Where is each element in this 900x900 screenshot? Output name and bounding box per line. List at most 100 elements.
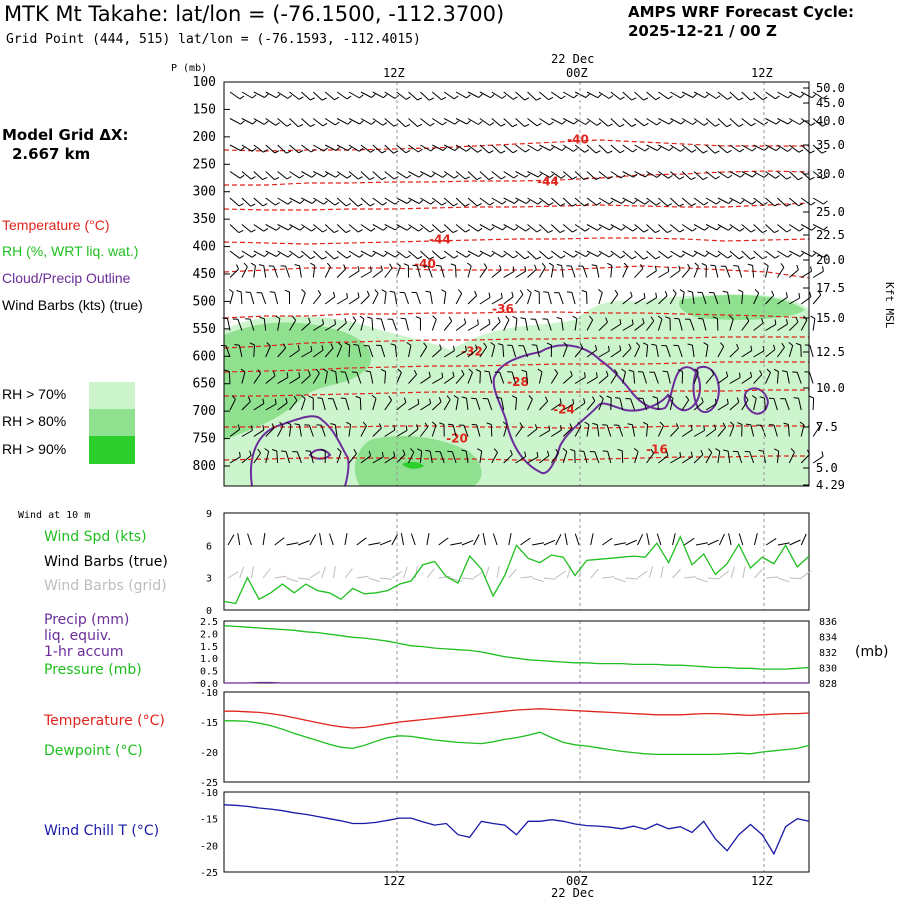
wind-barb	[420, 426, 429, 437]
surface-wind-barb	[319, 533, 323, 546]
wind-barb	[765, 323, 777, 331]
surface-wind-barb-grid	[250, 566, 254, 579]
pressure-tick: 750	[193, 432, 216, 447]
wind-barb-feather	[262, 398, 265, 404]
wind-barb	[729, 118, 740, 127]
surface-wind-barb	[695, 542, 708, 546]
wind-barb	[324, 296, 336, 305]
wind-barb	[301, 171, 313, 178]
wind-barb-feather	[762, 256, 768, 260]
surface-wind-barb-grid	[380, 577, 393, 580]
wind-barb	[253, 91, 265, 98]
wind-barb-feather	[549, 173, 555, 178]
wind-barb-feather	[621, 368, 626, 373]
wind-barb-feather	[501, 200, 507, 205]
wind-barb	[241, 371, 246, 384]
bottom-time-label-3: 12Z	[751, 874, 773, 888]
wind-barb-feather	[370, 266, 372, 272]
wind-barb	[657, 425, 664, 437]
wind-barb-feather	[417, 256, 423, 260]
wind-barb	[765, 118, 777, 125]
wind-barb-feather	[656, 173, 662, 178]
wind-barb-feather	[271, 449, 277, 452]
wind-barb-feather	[702, 150, 708, 154]
wind-barb-feather	[816, 422, 821, 427]
wind-barb	[384, 371, 387, 384]
wind-barb-feather	[347, 146, 352, 151]
wind-barb-feather	[365, 370, 371, 373]
wind-barb-feather	[822, 266, 824, 272]
wind-barb-feather	[722, 290, 728, 293]
wind-barb	[800, 319, 808, 331]
wind-barb-feather	[521, 369, 527, 373]
wind-barb-feather	[650, 316, 655, 322]
wind-barb-feather	[563, 342, 568, 347]
wind-barb-feather	[370, 227, 376, 232]
wind-barb	[503, 250, 514, 259]
surface-wind-barb	[237, 533, 241, 546]
wind-barb	[277, 376, 289, 384]
wind-barb	[396, 372, 402, 384]
wind-barb-feather	[299, 199, 305, 204]
wind-barb	[515, 426, 524, 437]
wind-barb-feather	[466, 120, 471, 125]
wind-barb	[348, 344, 351, 358]
wind-barb	[622, 266, 629, 278]
wind-barb	[408, 144, 419, 153]
wind-barb	[451, 451, 457, 464]
wind-barb	[812, 91, 824, 99]
wind-barb-feather	[275, 315, 281, 320]
wind-barb	[289, 91, 300, 100]
wind-barb	[324, 91, 335, 101]
wind-barb	[452, 424, 457, 437]
wind-barb-feather	[453, 174, 459, 179]
wind-barb-feather	[631, 256, 637, 260]
legend-rh: RH (%, WRT liq. wat.)	[2, 243, 139, 259]
wind-barb	[539, 197, 550, 206]
surface-wind-barb-grid	[555, 570, 566, 579]
wind-barb	[404, 292, 409, 305]
wind-barb	[539, 429, 550, 437]
wind-barb-feather	[739, 227, 745, 232]
wind-barb	[812, 144, 823, 154]
wind-barb	[479, 118, 490, 126]
wind-barb-feather	[264, 448, 269, 452]
wind-barb-feather	[323, 200, 328, 205]
isotherm-label: -44	[537, 175, 559, 189]
wind-barb-feather	[496, 396, 502, 399]
wind-barb	[800, 91, 813, 99]
wind-barb	[491, 321, 501, 331]
wind-barb	[717, 451, 721, 464]
wind-barb	[622, 347, 632, 358]
wind-barb-feather	[432, 315, 437, 320]
isotherm-label: -44	[429, 232, 451, 246]
wind-barb-feather	[513, 174, 519, 179]
wind-barb	[788, 321, 799, 331]
wind-barb	[539, 224, 549, 233]
kft-tick: 10.0	[816, 381, 845, 395]
wind-barb-feather	[795, 342, 801, 346]
model-grid-label: Model Grid ΔX: 2.667 km	[2, 126, 129, 164]
wind-barb	[622, 144, 633, 153]
wind-barb-feather	[774, 319, 777, 325]
wind-barb	[277, 197, 289, 205]
surface-wind-barb-grid	[461, 577, 474, 580]
wind-barb	[788, 144, 800, 153]
wind-barb	[789, 118, 800, 125]
wind-barb-feather	[613, 369, 618, 374]
wind-barb	[372, 398, 377, 411]
wind-barb-feather	[346, 95, 352, 100]
wind-barb-feather	[266, 342, 271, 347]
wind-barb-feather	[249, 342, 255, 346]
surface-wind-barb-grid	[414, 566, 418, 579]
wind-barb-feather	[475, 344, 478, 350]
wind-barb	[741, 376, 752, 384]
wind-barb-feather	[500, 150, 506, 154]
wind-barb-feather	[355, 395, 361, 399]
wind-barb-feather	[490, 342, 495, 346]
wind-barb-feather	[483, 342, 488, 348]
wind-barb-feather	[589, 315, 594, 321]
wind-barb	[717, 197, 729, 204]
wind-barb-feather	[607, 123, 613, 127]
wind-barb	[765, 349, 776, 358]
